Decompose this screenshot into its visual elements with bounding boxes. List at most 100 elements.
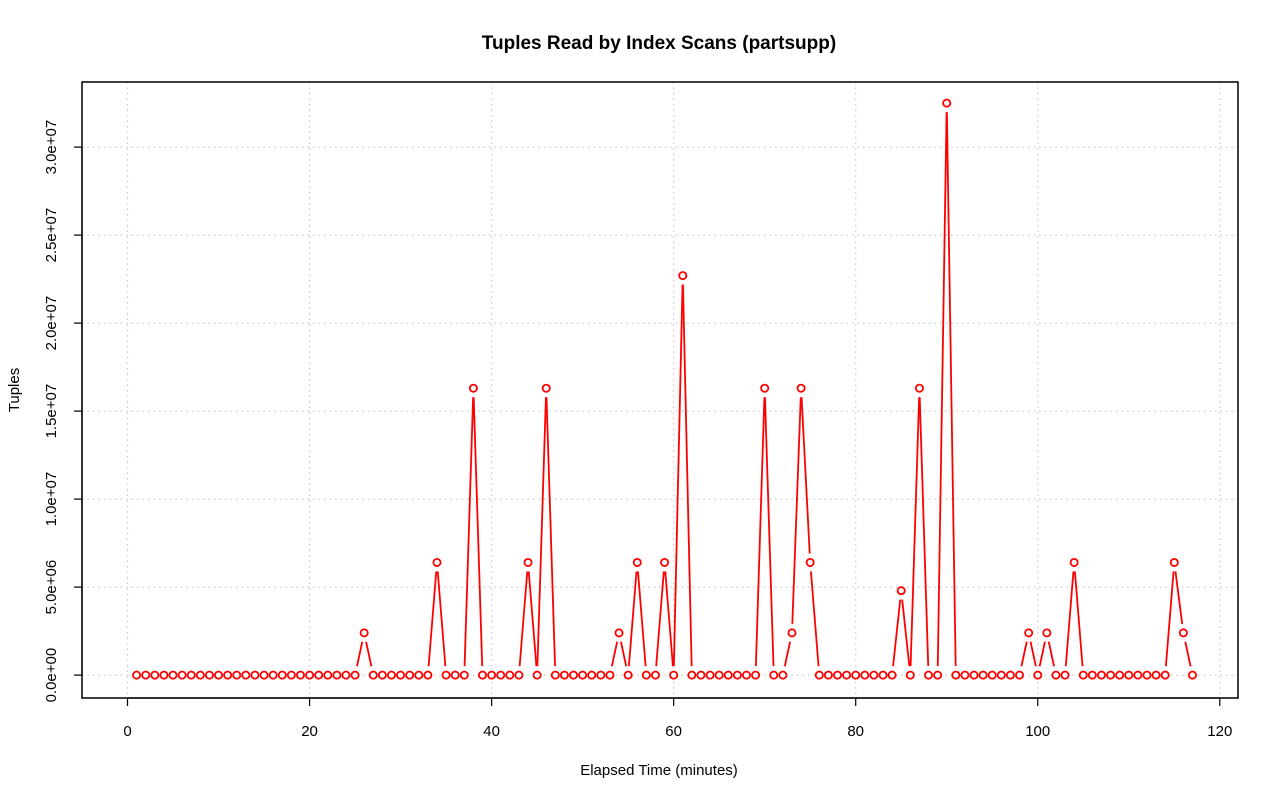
data-point: [1005, 670, 1015, 680]
data-point: [796, 383, 806, 393]
data-point: [195, 670, 205, 680]
data-point: [450, 670, 460, 680]
y-tick-label: 0.0e+00: [43, 648, 60, 703]
data-point: [241, 670, 251, 680]
data-point: [924, 670, 934, 680]
data-point: [541, 383, 551, 393]
y-tick-label: 3.0e+07: [43, 120, 60, 175]
series-line-segment: [664, 571, 674, 667]
data-point: [996, 670, 1006, 680]
data-point: [159, 670, 169, 680]
data-point: [587, 670, 597, 680]
data-point: [1169, 557, 1179, 567]
data-point: [569, 670, 579, 680]
data-point: [1060, 670, 1070, 680]
data-point: [496, 670, 506, 680]
data-point: [942, 98, 952, 108]
data-point: [1187, 670, 1197, 680]
data-point: [632, 557, 642, 567]
series-line-segment: [1047, 641, 1055, 667]
data-point: [441, 670, 451, 680]
data-point: [878, 670, 888, 680]
series-line-segment: [1165, 571, 1175, 667]
data-point: [478, 670, 488, 680]
series-line-segment: [1038, 641, 1046, 667]
data-point: [295, 670, 305, 680]
data-point: [259, 670, 269, 680]
data-point: [696, 670, 706, 680]
data-point: [214, 670, 224, 680]
data-point: [823, 670, 833, 680]
data-point: [141, 670, 151, 680]
series-line-segment: [518, 571, 529, 667]
data-point: [359, 628, 369, 638]
data-point: [832, 670, 842, 680]
data-point: [1087, 670, 1097, 680]
data-point: [805, 557, 815, 567]
data-point: [459, 670, 469, 680]
data-point: [396, 670, 406, 680]
data-point: [314, 670, 324, 680]
data-point: [341, 670, 351, 680]
series-line-segment: [945, 112, 957, 667]
series-line-segment: [918, 397, 930, 667]
data-point: [223, 670, 233, 680]
data-point: [614, 628, 624, 638]
series-line-segment: [1184, 641, 1192, 667]
series-line-segment: [620, 641, 628, 667]
data-point: [177, 670, 187, 680]
data-point: [869, 670, 879, 680]
x-axis: 0 20 40 60 80 100 120: [123, 697, 1232, 740]
data-point: [1096, 670, 1106, 680]
data-point: [423, 670, 433, 680]
series-line-segment: [610, 641, 619, 667]
plot-frame: [81, 81, 1239, 699]
y-tick-label: 2.0e+07: [43, 296, 60, 351]
series-line-segment: [1020, 641, 1028, 667]
chart-title: Tuples Read by Index Scans (partsupp): [482, 33, 836, 54]
data-point: [1069, 557, 1079, 567]
series-line-segment: [463, 397, 475, 667]
data-point: [204, 670, 214, 680]
series-line-segment: [672, 284, 684, 667]
x-tick-label: 120: [1207, 723, 1232, 740]
series-line-segment: [754, 397, 766, 667]
data-point: [732, 670, 742, 680]
series-line-segment: [472, 397, 484, 667]
y-axis: 0.0e+00 5.0e+06 1.0e+07 1.5e+07 2.0e+07 2.5e+…: [43, 120, 83, 703]
data-point: [678, 271, 688, 281]
series-line-segment: [764, 397, 775, 667]
data-point: [1142, 670, 1152, 680]
data-point: [487, 670, 497, 680]
data-point: [1106, 670, 1116, 680]
data-point: [186, 670, 196, 680]
data-point: [842, 670, 852, 680]
series-group: [132, 98, 1197, 680]
series-line-segment: [427, 571, 438, 667]
data-point: [523, 557, 533, 567]
data-point: [532, 670, 542, 680]
data-point: [386, 670, 396, 680]
data-point: [951, 670, 961, 680]
data-point: [332, 670, 342, 680]
data-point: [905, 670, 915, 680]
data-point: [1033, 670, 1043, 680]
data-point: [1124, 670, 1134, 680]
series-line-segment: [436, 571, 447, 667]
data-point: [987, 670, 997, 680]
data-point: [1078, 670, 1088, 680]
data-point: [978, 670, 988, 680]
data-point: [1051, 670, 1061, 680]
data-point: [559, 670, 569, 680]
data-point: [350, 670, 360, 680]
data-point: [578, 670, 588, 680]
data-point: [933, 670, 943, 680]
data-point: [323, 670, 333, 680]
y-tick-label: 1.0e+07: [43, 472, 60, 527]
data-point: [1178, 628, 1188, 638]
data-point: [814, 670, 824, 680]
grid: [82, 82, 1238, 698]
data-point: [550, 670, 560, 680]
series-line-segment: [783, 641, 791, 667]
